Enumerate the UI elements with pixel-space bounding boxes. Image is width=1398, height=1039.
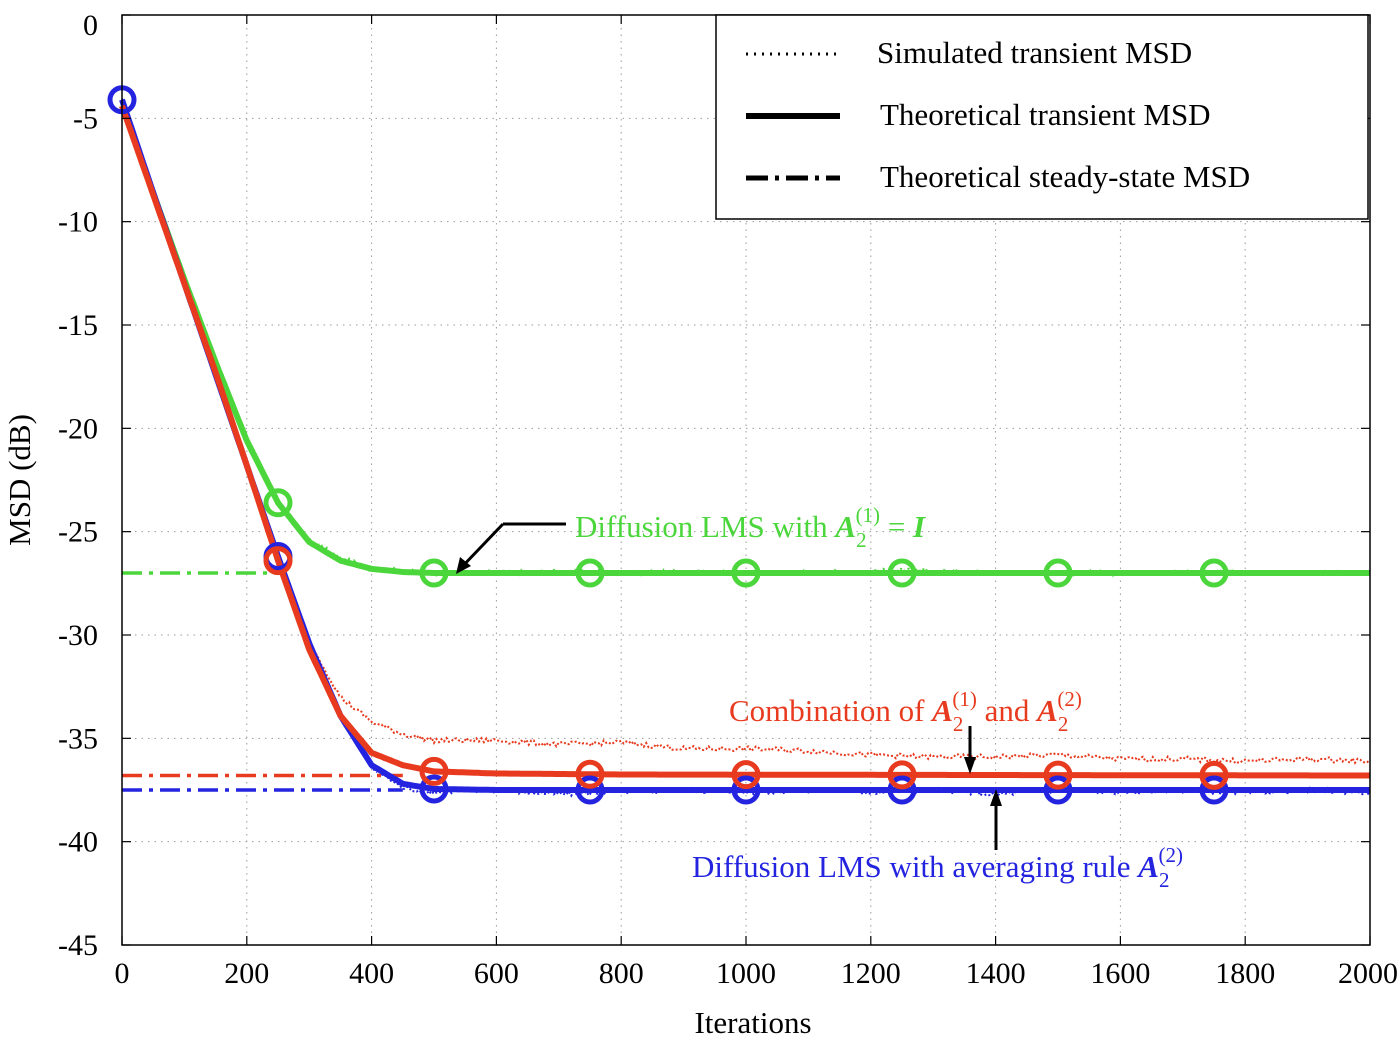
- annotation-red: Combination of A2(1) and A2(2): [729, 687, 1082, 774]
- x-tick-label-800: 800: [599, 957, 644, 990]
- annotation-green-sub: 2: [856, 528, 867, 552]
- marker-blue-1750: [1199, 775, 1229, 805]
- x-tick-label-0: 0: [115, 957, 130, 990]
- marker-red-1750: [1199, 760, 1229, 790]
- annotation-blue-prefix: Diffusion LMS with averaging rule: [692, 849, 1138, 884]
- annotation-green-arrowhead: [456, 557, 471, 574]
- marker-green-250: [263, 488, 293, 518]
- y-tick-label--20: -20: [58, 412, 98, 445]
- y-tick-label--5: -5: [73, 102, 98, 135]
- annotation-red-sup2: (2): [1057, 687, 1082, 711]
- marker-red-1000: [731, 760, 761, 790]
- y-tick-label--30: -30: [58, 619, 98, 652]
- x-tick-label-2000: 2000: [1338, 957, 1398, 990]
- legend-label-simulated: Simulated transient MSD: [877, 35, 1192, 70]
- x-tick-label-1000: 1000: [716, 957, 776, 990]
- annotation-blue: Diffusion LMS with averaging rule A2(2): [692, 789, 1183, 892]
- annotation-green-math-i: I: [912, 509, 926, 544]
- theoretical-curve-red: [119, 104, 1370, 779]
- annotation-red-arrowhead: [964, 757, 976, 774]
- x-tick-label-400: 400: [349, 957, 394, 990]
- marker-blue-1500: [1043, 775, 1073, 805]
- annotation-red-label: Combination of A2(1) and A2(2): [729, 687, 1082, 736]
- marker-red-750: [575, 759, 605, 789]
- marker-red-1250: [887, 760, 917, 790]
- marker-blue-1250: [887, 775, 917, 805]
- x-tick-label-600: 600: [474, 957, 519, 990]
- y-tick-label--25: -25: [58, 516, 98, 549]
- annotation-green-sup: (1): [856, 503, 881, 527]
- x-tick-label-1800: 1800: [1215, 957, 1275, 990]
- legend: Simulated transient MSD Theoretical tran…: [715, 14, 1369, 220]
- y-tick-label--15: -15: [58, 309, 98, 342]
- marker-green-1250: [887, 558, 917, 588]
- y-tick-label-0: 0: [83, 9, 98, 42]
- annotation-red-prefix: Combination of: [729, 693, 932, 728]
- marker-green-1000: [731, 558, 761, 588]
- annotation-blue-sub: 2: [1159, 868, 1170, 892]
- marker-blue-750: [575, 775, 605, 805]
- marker-blue-500: [419, 774, 449, 804]
- x-tick-label-1200: 1200: [841, 957, 901, 990]
- y-tick-label--45: -45: [58, 929, 98, 962]
- x-axis-label: Iterations: [694, 1005, 811, 1039]
- x-tick-label-200: 200: [224, 957, 269, 990]
- theoretical-curves: [119, 98, 1370, 793]
- annotation-blue-sup: (2): [1158, 843, 1183, 867]
- y-axis-label: MSD (dB): [2, 414, 37, 546]
- x-tick-label-1600: 1600: [1090, 957, 1150, 990]
- annotation-green-prefix: Diffusion LMS with: [575, 509, 835, 544]
- annotation-red-math2: A: [1035, 693, 1058, 728]
- annotation-red-sup1: (1): [952, 687, 977, 711]
- annotation-blue-arrowhead: [990, 789, 1002, 806]
- y-tick-label--40: -40: [58, 826, 98, 859]
- annotation-green-label: Diffusion LMS with A2(1) = I: [575, 503, 926, 552]
- simulated-curve-red: [121, 103, 1371, 765]
- curve-markers: [107, 85, 1229, 805]
- marker-red-250: [263, 546, 293, 576]
- annotation-red-math1: A: [930, 693, 953, 728]
- marker-red-500: [419, 756, 449, 786]
- y-tick-label--10: -10: [58, 206, 98, 239]
- annotation-green-eq: =: [880, 509, 913, 544]
- annotation-blue-math: A: [1136, 849, 1159, 884]
- marker-green-750: [575, 558, 605, 588]
- y-tick-label--35: -35: [58, 722, 98, 755]
- marker-red-1500: [1043, 760, 1073, 790]
- annotation-red-sub2: 2: [1058, 712, 1069, 736]
- marker-green-500: [419, 558, 449, 588]
- legend-label-theoretical: Theoretical transient MSD: [880, 97, 1211, 132]
- annotation-red-sub1: 2: [953, 712, 964, 736]
- marker-blue-1000: [731, 775, 761, 805]
- steady-state-lines: [122, 571, 403, 792]
- legend-label-steady-state: Theoretical steady-state MSD: [880, 159, 1250, 194]
- annotation-red-middle: and: [977, 693, 1037, 728]
- annotation-green: Diffusion LMS with A2(1) = I: [456, 503, 926, 574]
- marker-green-1750: [1199, 558, 1229, 588]
- theoretical-curve-green: [119, 104, 1370, 576]
- annotation-blue-label: Diffusion LMS with averaging rule A2(2): [692, 843, 1183, 892]
- x-tick-label-1400: 1400: [966, 957, 1026, 990]
- annotation-green-math: A: [833, 509, 856, 544]
- marker-green-1500: [1043, 558, 1073, 588]
- axis-ticks: 0 200 400 600 800 1000 1200 1400 1600 1800 2000 0 -5…: [58, 9, 1398, 990]
